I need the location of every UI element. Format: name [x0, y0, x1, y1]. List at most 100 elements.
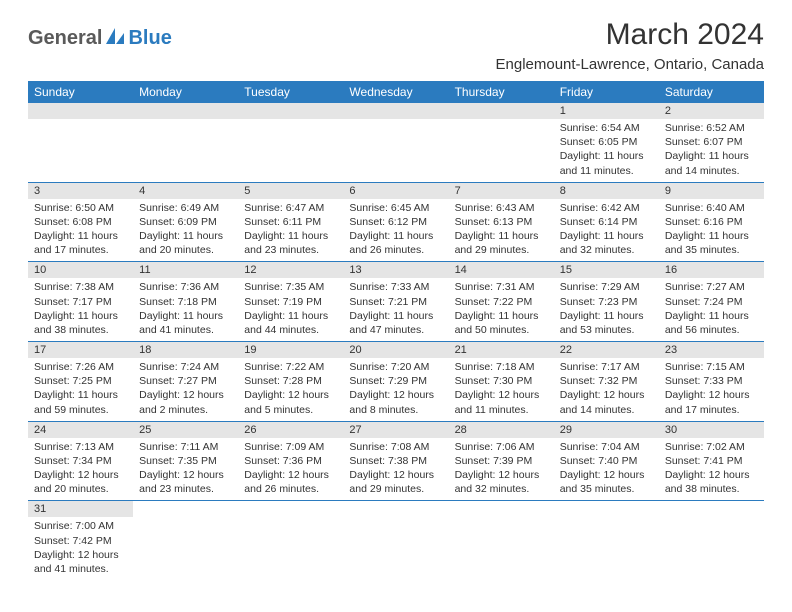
day-number: 31 [28, 501, 133, 517]
daylight-text: Daylight: 11 hours [455, 229, 548, 243]
day-details: Sunrise: 7:11 AMSunset: 7:35 PMDaylight:… [133, 438, 238, 501]
sunset-text: Sunset: 7:19 PM [244, 295, 337, 309]
day-number: 28 [449, 422, 554, 438]
daylight-text: and 56 minutes. [665, 323, 758, 337]
daylight-text: and 23 minutes. [244, 243, 337, 257]
month-title: March 2024 [496, 18, 765, 52]
sunrise-text: Sunrise: 7:15 AM [665, 360, 758, 374]
sunset-text: Sunset: 7:23 PM [560, 295, 653, 309]
daylight-text: Daylight: 11 hours [139, 229, 232, 243]
day-number: 8 [554, 183, 659, 199]
sunset-text: Sunset: 7:35 PM [139, 454, 232, 468]
day-cell [133, 501, 238, 580]
day-number: 7 [449, 183, 554, 199]
day-details: Sunrise: 6:49 AMSunset: 6:09 PMDaylight:… [133, 199, 238, 262]
daylight-text: Daylight: 12 hours [349, 388, 442, 402]
sunrise-text: Sunrise: 7:38 AM [34, 280, 127, 294]
daylight-text: and 14 minutes. [560, 403, 653, 417]
sunset-text: Sunset: 7:34 PM [34, 454, 127, 468]
day-details: Sunrise: 7:24 AMSunset: 7:27 PMDaylight:… [133, 358, 238, 421]
daylight-text: Daylight: 11 hours [349, 309, 442, 323]
sunset-text: Sunset: 7:36 PM [244, 454, 337, 468]
day-details: Sunrise: 6:52 AMSunset: 6:07 PMDaylight:… [659, 119, 764, 182]
day-details: Sunrise: 7:17 AMSunset: 7:32 PMDaylight:… [554, 358, 659, 421]
daylight-text: and 5 minutes. [244, 403, 337, 417]
day-cell: 5Sunrise: 6:47 AMSunset: 6:11 PMDaylight… [238, 182, 343, 262]
day-details: Sunrise: 7:00 AMSunset: 7:42 PMDaylight:… [28, 517, 133, 580]
day-cell: 18Sunrise: 7:24 AMSunset: 7:27 PMDayligh… [133, 342, 238, 422]
sunset-text: Sunset: 6:12 PM [349, 215, 442, 229]
sunset-text: Sunset: 7:33 PM [665, 374, 758, 388]
day-cell [343, 501, 448, 580]
sunset-text: Sunset: 7:29 PM [349, 374, 442, 388]
sunrise-text: Sunrise: 7:24 AM [139, 360, 232, 374]
day-cell: 28 Sunrise: 7:06 AMSunset: 7:39 PMDayligh… [449, 421, 554, 501]
daylight-text: and 11 minutes. [455, 403, 548, 417]
sunset-text: Sunset: 6:14 PM [560, 215, 653, 229]
sunrise-text: Sunrise: 7:04 AM [560, 440, 653, 454]
daylight-text: Daylight: 11 hours [34, 229, 127, 243]
sunrise-text: Sunrise: 7:08 AM [349, 440, 442, 454]
day-number: 26 [238, 422, 343, 438]
day-cell: 8Sunrise: 6:42 AMSunset: 6:14 PMDaylight… [554, 182, 659, 262]
week-row: 1Sunrise: 6:54 AMSunset: 6:05 PMDaylight… [28, 103, 764, 182]
sunrise-text: Sunrise: 7:17 AM [560, 360, 653, 374]
day-cell: 19Sunrise: 7:22 AMSunset: 7:28 PMDayligh… [238, 342, 343, 422]
day-number: 12 [238, 262, 343, 278]
sunrise-text: Sunrise: 7:09 AM [244, 440, 337, 454]
daylight-text: Daylight: 12 hours [244, 388, 337, 402]
sunrise-text: Sunrise: 6:45 AM [349, 201, 442, 215]
daylight-text: and 38 minutes. [34, 323, 127, 337]
sunrise-text: Sunrise: 7:36 AM [139, 280, 232, 294]
day-cell [554, 501, 659, 580]
day-cell: 3Sunrise: 6:50 AMSunset: 6:08 PMDaylight… [28, 182, 133, 262]
daylight-text: Daylight: 11 hours [244, 309, 337, 323]
sunset-text: Sunset: 7:22 PM [455, 295, 548, 309]
week-row: 10Sunrise: 7:38 AMSunset: 7:17 PMDayligh… [28, 262, 764, 342]
day-details: Sunrise: 6:50 AMSunset: 6:08 PMDaylight:… [28, 199, 133, 262]
sunset-text: Sunset: 7:24 PM [665, 295, 758, 309]
sunrise-text: Sunrise: 7:11 AM [139, 440, 232, 454]
daylight-text: Daylight: 11 hours [560, 229, 653, 243]
day-number: 2 [659, 103, 764, 119]
sunrise-text: Sunrise: 7:31 AM [455, 280, 548, 294]
sunrise-text: Sunrise: 6:43 AM [455, 201, 548, 215]
day-cell: 4Sunrise: 6:49 AMSunset: 6:09 PMDaylight… [133, 182, 238, 262]
day-number: 9 [659, 183, 764, 199]
sunset-text: Sunset: 7:39 PM [455, 454, 548, 468]
daylight-text: and 41 minutes. [139, 323, 232, 337]
day-details: Sunrise: 7:27 AMSunset: 7:24 PMDaylight:… [659, 278, 764, 341]
sunset-text: Sunset: 7:42 PM [34, 534, 127, 548]
sunrise-text: Sunrise: 6:47 AM [244, 201, 337, 215]
calendar-body: 1Sunrise: 6:54 AMSunset: 6:05 PMDaylight… [28, 103, 764, 580]
daylight-text: Daylight: 12 hours [455, 468, 548, 482]
daylight-text: Daylight: 11 hours [34, 388, 127, 402]
day-header: Sunday [28, 81, 133, 103]
daylight-text: and 11 minutes. [560, 164, 653, 178]
day-number: 13 [343, 262, 448, 278]
sunrise-text: Sunrise: 6:54 AM [560, 121, 653, 135]
day-number: 29 [554, 422, 659, 438]
day-cell: 14Sunrise: 7:31 AMSunset: 7:22 PMDayligh… [449, 262, 554, 342]
daylight-text: and 47 minutes. [349, 323, 442, 337]
day-cell [343, 103, 448, 182]
day-cell: 9Sunrise: 6:40 AMSunset: 6:16 PMDaylight… [659, 182, 764, 262]
day-number: 19 [238, 342, 343, 358]
sunset-text: Sunset: 6:16 PM [665, 215, 758, 229]
day-cell: 20Sunrise: 7:20 AMSunset: 7:29 PMDayligh… [343, 342, 448, 422]
day-number: 3 [28, 183, 133, 199]
daylight-text: Daylight: 11 hours [455, 309, 548, 323]
daylight-text: Daylight: 11 hours [665, 309, 758, 323]
sunrise-text: Sunrise: 7:06 AM [455, 440, 548, 454]
sunset-text: Sunset: 7:40 PM [560, 454, 653, 468]
week-row: 24Sunrise: 7:13 AMSunset: 7:34 PMDayligh… [28, 421, 764, 501]
day-cell: 16Sunrise: 7:27 AMSunset: 7:24 PMDayligh… [659, 262, 764, 342]
daylight-text: Daylight: 12 hours [665, 468, 758, 482]
day-cell: 2Sunrise: 6:52 AMSunset: 6:07 PMDaylight… [659, 103, 764, 182]
day-details: Sunrise: 7:33 AMSunset: 7:21 PMDaylight:… [343, 278, 448, 341]
day-details: Sunrise: 6:43 AMSunset: 6:13 PMDaylight:… [449, 199, 554, 262]
daylight-text: and 14 minutes. [665, 164, 758, 178]
day-details: Sunrise: 7:13 AMSunset: 7:34 PMDaylight:… [28, 438, 133, 501]
day-number: 20 [343, 342, 448, 358]
day-details: Sunrise: 6:54 AMSunset: 6:05 PMDaylight:… [554, 119, 659, 182]
